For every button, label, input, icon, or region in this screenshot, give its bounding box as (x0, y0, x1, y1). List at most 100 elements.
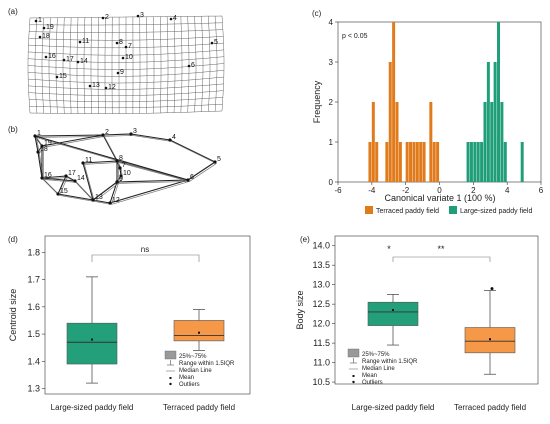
x-tick-label: 2 (471, 186, 476, 195)
landmark-label: 18 (42, 33, 50, 40)
landmark-label: 10 (123, 170, 131, 177)
landmark-point (45, 56, 48, 59)
histogram-bar (494, 62, 497, 182)
landmark-label: 12 (108, 84, 116, 91)
wireframe-edge-shadow (111, 181, 189, 204)
wireframe-edge-shadow (132, 135, 171, 141)
legend-label: Outliers (362, 380, 383, 386)
x-tick-label: -6 (334, 186, 342, 195)
landmark-point (63, 59, 66, 62)
histogram-bar (406, 142, 409, 182)
grid-line-vertical (215, 16, 217, 111)
histogram-bar (372, 102, 375, 182)
landmark-point (211, 42, 214, 45)
significance-bracket (393, 257, 490, 262)
histogram-bar (392, 22, 395, 182)
legend-label: Outliers (179, 382, 200, 388)
wireframe-edge (35, 136, 188, 180)
histogram-bar (385, 142, 388, 182)
grid-line-vertical (167, 17, 168, 113)
landmark-label: 14 (77, 175, 85, 182)
legend-label: 25%~75% (362, 352, 390, 358)
legend-swatch-box (348, 349, 359, 357)
outlier-point (491, 287, 494, 290)
panel-label-e: (e) (300, 235, 310, 244)
landmark-label: 5 (217, 156, 221, 163)
landmark-point (56, 76, 59, 79)
y-tick-label: 1.6 (27, 302, 40, 312)
legend-swatch-terraced (365, 206, 373, 214)
landmark-label: 17 (66, 56, 74, 63)
y-tick-label: 4 (329, 18, 334, 27)
y-tick-label: 1 (329, 138, 334, 147)
landmark-label: 15 (60, 188, 68, 195)
landmark-label: 15 (59, 73, 67, 80)
y-tick-label: 13.5 (312, 260, 330, 270)
legend-label-large: Large-sized paddy field (460, 208, 532, 215)
x-tick-label: -4 (368, 186, 376, 195)
y-tick-label: 1.3 (27, 384, 40, 394)
x-tick-label: 4 (505, 186, 510, 195)
histogram-bar (497, 22, 500, 182)
histogram-bar (490, 102, 493, 182)
legend-label: Mean (179, 375, 194, 381)
y-tick-label: 11.5 (313, 338, 330, 348)
landmark-label: 6 (191, 62, 195, 69)
histogram-bar (480, 142, 483, 182)
landmark-label: 2 (105, 14, 109, 21)
y-tick-label: 12.5 (312, 299, 330, 309)
box-iqr (67, 323, 117, 364)
y-tick-label: 14.0 (312, 241, 330, 251)
landmark-point (117, 72, 120, 75)
landmark-point (122, 57, 125, 60)
histogram-bar (500, 102, 503, 182)
histogram-bar (433, 142, 436, 182)
box-iqr (174, 320, 224, 340)
landmark-label: 4 (172, 134, 176, 141)
histogram-bar (521, 142, 524, 182)
category-label-large: Large-sized paddy field (352, 403, 435, 412)
mean-marker (489, 338, 491, 340)
landmark-label: 11 (82, 38, 89, 45)
wireframe-edge (170, 140, 215, 162)
histogram-bar (429, 102, 432, 182)
landmark-label: 5 (214, 39, 218, 46)
histogram-bar (375, 142, 378, 182)
landmark-label: 14 (80, 58, 88, 65)
category-label-terraced: Terraced paddy field (454, 403, 526, 412)
histogram-bar (436, 142, 439, 182)
landmark-label: 16 (44, 172, 52, 179)
histogram-bar (368, 142, 371, 182)
landmark-point (39, 36, 42, 39)
landmark-label: 1 (37, 130, 41, 137)
grid-line-vertical (181, 16, 182, 112)
legend-label-terraced: Terraced paddy field (376, 208, 439, 215)
wireframe-edge-shadow (171, 141, 216, 163)
grid-line-vertical (91, 17, 92, 113)
significance-bracket (92, 255, 199, 262)
category-label-large: Large-sized paddy field (51, 403, 134, 412)
grid-line-vertical (98, 17, 99, 113)
panel-label-c: (c) (312, 9, 322, 18)
histogram-bar (389, 62, 392, 182)
significance-label-2: ** (437, 244, 445, 254)
annotation: p < 0.05 (342, 33, 368, 40)
box-iqr (368, 302, 418, 325)
legend-label: Range within 1.5IQR (179, 361, 235, 367)
y-tick-label: 12.0 (312, 319, 330, 329)
y-tick-label: 13.0 (312, 280, 330, 290)
landmark-point (35, 20, 38, 23)
landmark-label: 12 (112, 197, 120, 204)
histogram-bar (487, 62, 490, 182)
landmark-label: 11 (85, 157, 92, 164)
mean-marker (198, 332, 200, 334)
grid-line-vertical (160, 17, 161, 113)
histogram-bar (504, 142, 507, 182)
landmark-label: 10 (125, 54, 133, 61)
landmark-point (105, 87, 108, 90)
x-tick-label: 6 (539, 186, 544, 195)
